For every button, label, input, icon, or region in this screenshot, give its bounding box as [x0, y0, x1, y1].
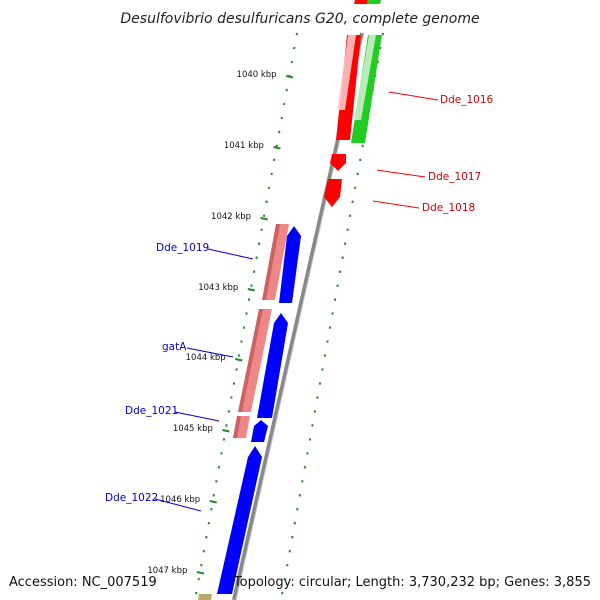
scale-dash-0 [285, 75, 294, 79]
leader-gata [186, 347, 234, 358]
upstream-green-feature [367, 0, 381, 4]
gene-block-dde-1016 [336, 35, 361, 140]
scale-label-6: 1046 kbp [160, 495, 200, 505]
scale-labels: 1040 kbp 1041 kbp 1042 kbp 1043 kbp 1044 kbp… [147, 70, 294, 576]
topology-text: Topology: circular; Length: 3,730,232 bp… [233, 575, 591, 590]
cds-block-gata-edge [238, 309, 263, 412]
downstream-tan-feature [198, 594, 212, 600]
gene-block-gata [257, 313, 288, 418]
scale-dash-3 [247, 288, 256, 292]
gene-label-gata: gatA [162, 341, 187, 353]
gene-label-dde-1016: Dde_1016 [440, 94, 494, 106]
scale-label-1: 1041 kbp [224, 141, 264, 151]
gene-label-dde-1017: Dde_1017 [428, 171, 481, 183]
scale-dash-5 [222, 429, 230, 433]
gene-label-dde-1018: Dde_1018 [422, 202, 475, 214]
gene-label-dde-1021: Dde_1021 [125, 405, 178, 417]
scale-dash-2 [260, 217, 268, 221]
scale-dash-7 [196, 571, 205, 575]
scale-label-2: 1042 kbp [211, 212, 251, 222]
leader-dde-1019 [207, 248, 254, 260]
gene-block-dde-1018 [324, 179, 342, 207]
map-title: Desulfovibrio desulfuricans G20, complet… [120, 11, 479, 27]
cds-block-dde-1019-edge [262, 224, 280, 300]
gene-block-dde-1017 [330, 154, 346, 171]
scale-dash-1 [273, 146, 281, 150]
leader-dde-1016 [388, 91, 439, 101]
gene-block-dde-1021 [251, 420, 268, 442]
gene-block-dde-1016-highlight [337, 35, 356, 110]
gene-block-dde-1019 [279, 226, 301, 303]
scale-label-7: 1047 kbp [147, 566, 187, 576]
scale-dash-4 [234, 358, 243, 362]
leader-dde-1022 [154, 498, 202, 512]
scale-label-5: 1045 kbp [173, 424, 213, 434]
scale-label-3: 1043 kbp [198, 283, 238, 293]
left-tick-track [195, 32, 298, 595]
cds-block-dde-1016-highlight [354, 35, 376, 120]
leader-dde-1017 [376, 169, 426, 178]
upstream-red-feature [354, 0, 368, 4]
scale-label-4: 1044 kbp [186, 353, 226, 363]
gene-block-dde-1022 [217, 446, 262, 594]
scale-label-0: 1040 kbp [237, 70, 277, 80]
leader-dde-1018 [372, 200, 420, 209]
cds-block-dde-1021-edge [233, 416, 241, 438]
gene-label-dde-1019: Dde_1019 [156, 242, 209, 254]
accession-text: Accession: NC_007519 [9, 575, 157, 590]
leader-dde-1021 [174, 411, 220, 422]
scale-dash-6 [209, 500, 217, 504]
gene-label-dde-1022: Dde_1022 [105, 492, 158, 504]
